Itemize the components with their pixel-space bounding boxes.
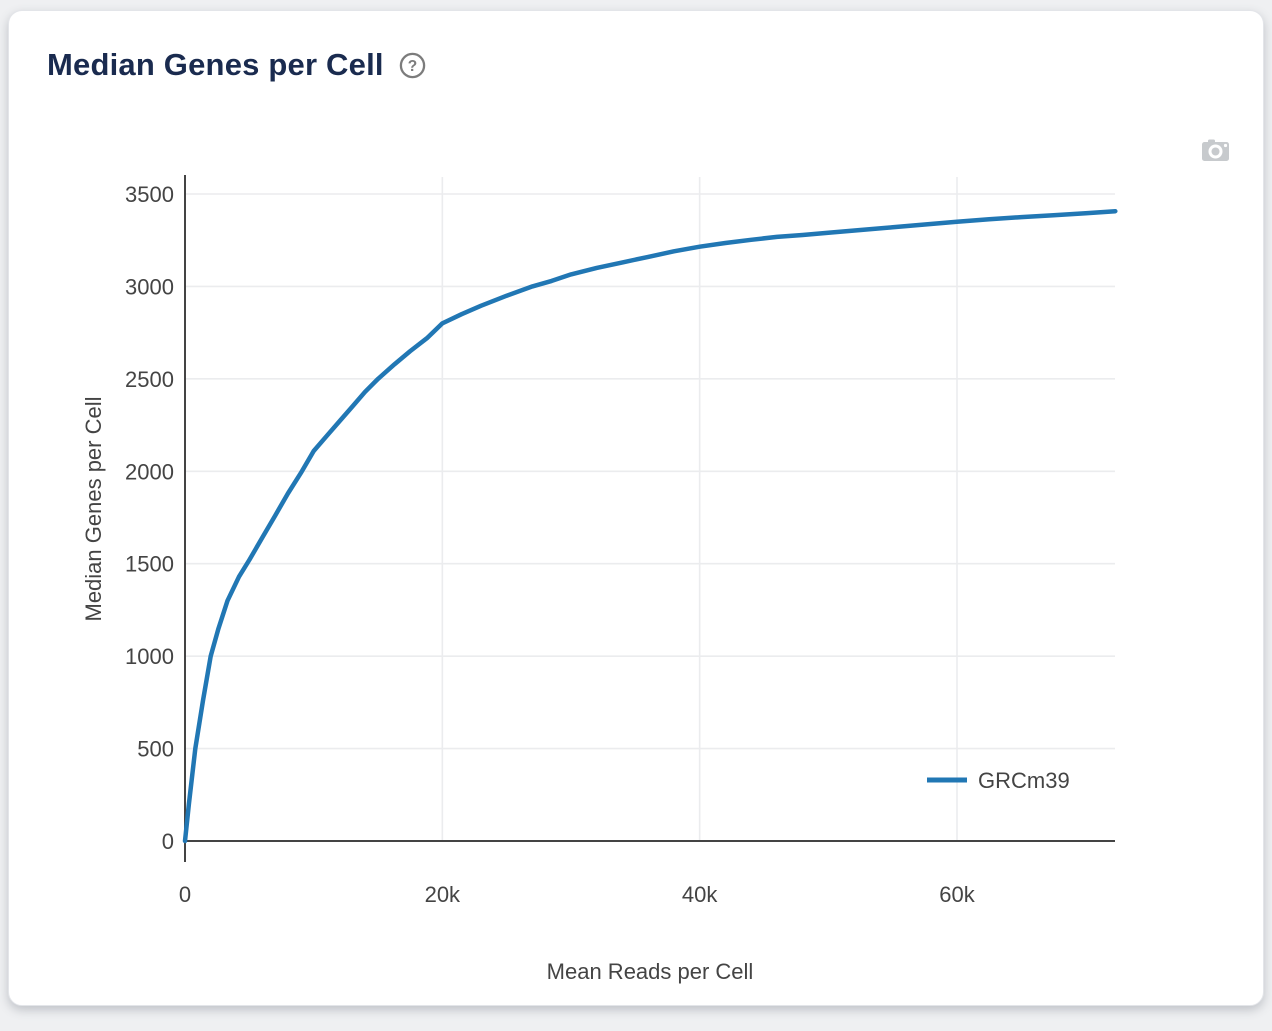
vertical-gridlines [441,177,958,841]
legend-label-GRCm39: GRCm39 [978,768,1070,793]
x-tick-20k: 20k [425,882,461,907]
x-axis-title: Mean Reads per Cell [547,959,754,984]
card-header: Median Genes per Cell ? [47,47,427,83]
legend-item-GRCm39[interactable]: GRCm39 [927,768,1070,793]
x-tick-40k: 40k [682,882,718,907]
data-series [182,208,1118,844]
axis-titles: Mean Reads per Cell Median Genes per Cell [81,396,753,984]
series-line-GRCm39[interactable] [182,208,1118,844]
y-tick-1500: 1500 [125,552,174,577]
y-tick-2500: 2500 [125,367,174,392]
x-tick-0: 0 [179,882,191,907]
page-title: Median Genes per Cell [47,47,384,82]
chart-card: Median Genes per Cell ? 0 20k 40k 60k 0 500 1… [8,10,1264,1006]
axes [184,175,1115,862]
x-tick-labels: 0 20k 40k 60k [179,882,976,907]
y-tick-labels: 0 500 1000 1500 2000 2500 3000 3500 [125,182,174,854]
horizontal-gridlines [185,193,1115,750]
y-tick-500: 500 [137,737,174,762]
svg-text:?: ? [407,58,416,75]
y-tick-3500: 3500 [125,182,174,207]
help-icon[interactable]: ? [398,51,427,80]
y-tick-0: 0 [162,829,174,854]
y-axis-title: Median Genes per Cell [81,396,106,621]
y-tick-3000: 3000 [125,274,174,299]
y-tick-2000: 2000 [125,459,174,484]
legend[interactable]: GRCm39 [927,768,1070,793]
camera-icon[interactable] [1195,131,1235,169]
median-genes-per-cell-chart[interactable]: 0 20k 40k 60k 0500100015002000250030003500 … [9,11,1272,1031]
x-tick-60k: 60k [939,882,975,907]
y-tick-1000: 1000 [125,644,174,669]
